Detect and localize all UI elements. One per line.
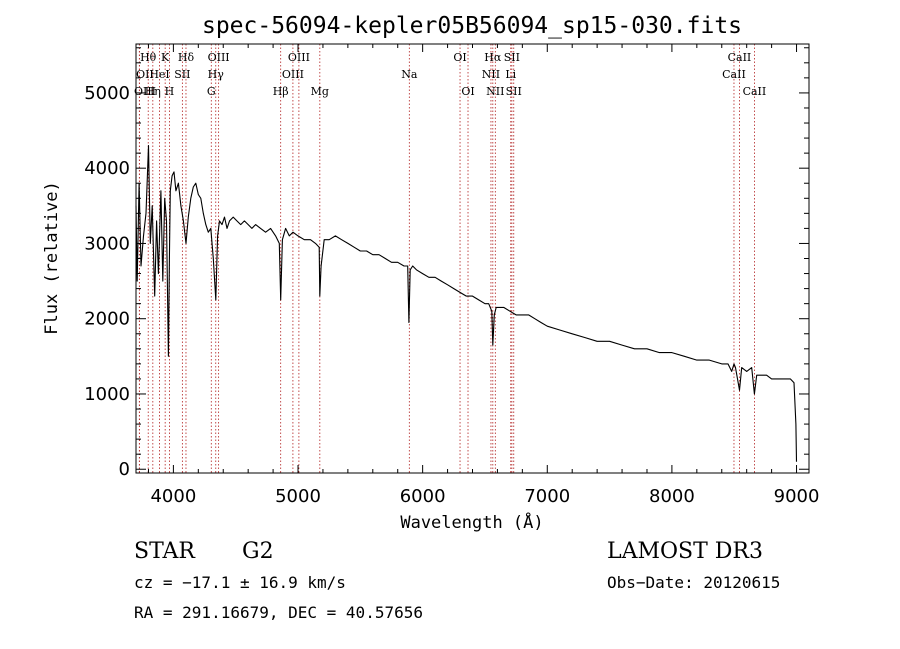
line-label-26: CaII [722,68,746,81]
survey-name: LAMOST DR3 [607,539,763,564]
line-label-24: SII [506,85,522,98]
x-tick-label-3: 7000 [524,486,570,507]
line-label-13: OIII [282,68,304,81]
line-label-22: Li [505,68,516,81]
object-subclass: G2 [242,539,274,564]
line-label-16: Na [401,68,418,81]
line-label-6: SII [174,68,190,81]
x-axis-label: Wavelength (Å) [400,511,543,533]
spectral-line-markers [138,44,755,473]
line-label-15: Mg [311,85,329,98]
y-axis-label: Flux (relative) [42,181,62,335]
chart-title: spec-56094-kepler05B56094_sp15-030.fits [202,13,742,39]
object-class: STAR [134,539,195,564]
line-label-17: OI [453,51,466,64]
line-label-7: H [165,85,175,98]
x-tick-label-0: 4000 [150,486,196,507]
line-label-19: Hα [484,51,502,64]
line-label-12: OIII [288,51,310,64]
coordinates-text: RA = 291.16679, DEC = 40.57656 [134,603,423,622]
line-label-0: Hθ [140,51,157,64]
axis-ticks [136,44,809,473]
line-label-14: Hβ [273,85,289,98]
y-tick-label-4: 4000 [84,158,130,179]
x-tick-label-5: 9000 [774,486,820,507]
line-label-23: NII [486,85,504,98]
y-tick-label-0: 0 [119,459,130,480]
plot-frame [135,43,810,474]
y-tick-label-2: 2000 [84,309,130,330]
spectrum-series-line [135,145,798,462]
line-label-4: HeI [149,68,169,81]
redshift-text: cz = −17.1 ± 16.9 km/s [134,573,346,592]
line-label-10: Hγ [208,68,225,81]
line-label-27: CaII [743,85,767,98]
line-label-8: Hδ [178,51,195,64]
axis-tick-labels: 4000 5000 6000 7000 8000 9000 0 1000 2000 3000 400… [84,83,819,507]
line-label-25: CaII [728,51,752,64]
obs-date-text: Obs−Date: 20120615 [607,573,781,592]
x-tick-label-1: 5000 [275,486,321,507]
line-label-9: OIII [208,51,230,64]
x-tick-label-4: 8000 [649,486,695,507]
y-tick-label-1: 1000 [84,384,130,405]
y-tick-label-5: 5000 [84,83,130,104]
line-label-21: NII [482,68,500,81]
line-label-5: Hη [145,85,161,98]
y-tick-label-3: 3000 [84,233,130,254]
line-label-3: K [161,51,170,64]
x-tick-label-2: 6000 [400,486,446,507]
line-label-20: SII [504,51,520,64]
line-label-18: OI [461,85,474,98]
line-label-11: G [207,85,216,98]
line-label-2: OIII [134,85,156,98]
